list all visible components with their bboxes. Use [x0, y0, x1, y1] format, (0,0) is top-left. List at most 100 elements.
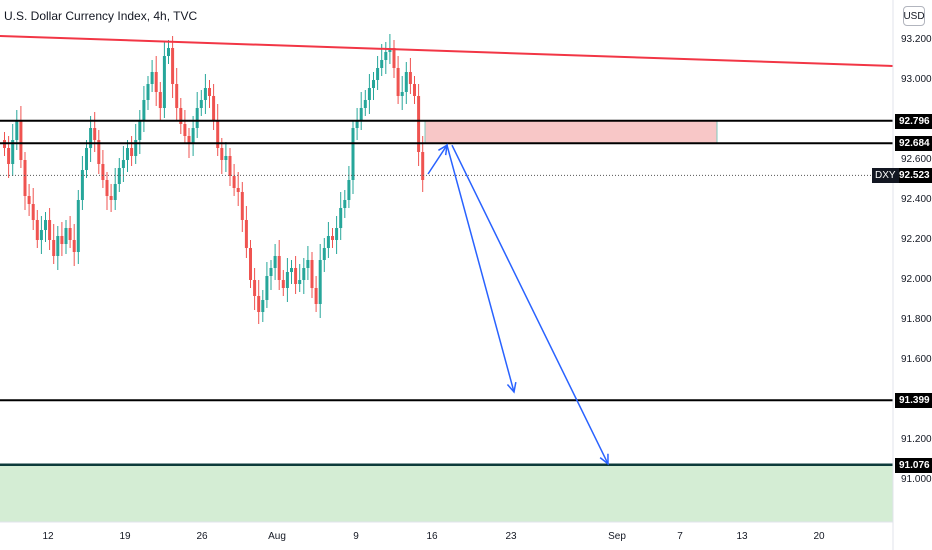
- candle-body: [310, 260, 314, 288]
- candle-body: [150, 72, 154, 84]
- candle-body: [85, 148, 88, 170]
- candle-body: [72, 240, 76, 252]
- time-tick: 26: [196, 531, 208, 542]
- candle-body: [19, 120, 23, 160]
- price-tick: 93.200: [901, 34, 932, 45]
- candle-body: [130, 148, 134, 156]
- currency-button[interactable]: USD: [903, 6, 925, 26]
- candle-body: [39, 230, 43, 240]
- time-tick: 16: [426, 531, 438, 542]
- candle-body: [126, 148, 129, 160]
- candle-body: [249, 248, 252, 280]
- candle-body: [392, 48, 396, 68]
- time-tick: Sep: [608, 531, 626, 542]
- candle-body: [27, 196, 31, 204]
- candle-body: [343, 200, 347, 208]
- time-tick: 7: [677, 531, 683, 542]
- candle-body: [146, 84, 150, 100]
- price-tick: 91.000: [901, 474, 932, 485]
- candle-body: [212, 96, 216, 120]
- candle-body: [351, 128, 355, 180]
- symbol-tag: DXY: [872, 168, 899, 184]
- candle-body: [224, 156, 228, 160]
- supply-zone: [424, 120, 718, 144]
- candle-body: [171, 48, 175, 84]
- candle-body: [232, 176, 236, 188]
- candle-body: [52, 240, 56, 256]
- candle-body: [80, 170, 84, 200]
- time-tick: 9: [353, 531, 359, 542]
- candle-body: [195, 108, 199, 128]
- projection-arrows: [427, 143, 609, 466]
- price-tick: 92.400: [901, 194, 932, 205]
- price-tick: 92.000: [901, 274, 932, 285]
- candle-body: [302, 268, 306, 280]
- candle-body: [208, 88, 211, 96]
- candle-body: [138, 120, 142, 140]
- candle-body: [162, 56, 166, 108]
- time-tick: 23: [505, 531, 517, 542]
- candle-body: [331, 236, 334, 240]
- price-tick: 91.600: [901, 354, 932, 365]
- candle-body: [294, 268, 298, 284]
- candle-body: [15, 120, 19, 140]
- candle-body: [76, 200, 80, 252]
- candle-body: [400, 92, 404, 96]
- candle-body: [11, 140, 15, 164]
- price-tick: 92.200: [901, 234, 932, 245]
- candle-body: [421, 152, 425, 180]
- arrowhead-1a: [438, 143, 448, 156]
- candle-body: [314, 288, 318, 304]
- candle-body: [109, 196, 113, 200]
- candle-body: [48, 220, 52, 240]
- candle-body: [380, 60, 384, 68]
- candle-body: [97, 140, 101, 164]
- candle-body: [376, 68, 380, 80]
- candle-body: [265, 276, 269, 300]
- price-tick: 92.600: [901, 154, 932, 165]
- candle-body: [199, 100, 203, 108]
- candle-body: [318, 260, 322, 304]
- price-tag: 92.684: [895, 136, 932, 152]
- candle-body: [408, 72, 412, 84]
- candle-body: [191, 128, 195, 144]
- candle-body: [35, 220, 39, 240]
- candle-body: [273, 256, 277, 268]
- candle-body: [113, 184, 117, 200]
- candle-body: [203, 88, 207, 100]
- candle-body: [277, 256, 281, 280]
- arrowhead-1b: [506, 382, 517, 394]
- candle-body: [93, 128, 97, 140]
- candle-body: [228, 156, 232, 176]
- candle-body: [216, 120, 220, 148]
- candle-body: [179, 108, 183, 124]
- candle-body: [281, 280, 285, 288]
- candle-body: [31, 204, 35, 220]
- candle-body: [240, 192, 244, 220]
- price-tick: 93.000: [901, 74, 932, 85]
- candle-body: [363, 100, 367, 108]
- candle-body: [105, 180, 109, 196]
- candle-body: [183, 124, 187, 136]
- candle-body: [355, 120, 359, 128]
- candle-body: [7, 148, 11, 164]
- candle-body: [372, 80, 375, 88]
- candle-body: [290, 268, 293, 272]
- price-tick: 91.800: [901, 314, 932, 325]
- demand-zone: [0, 464, 893, 522]
- candle-body: [413, 84, 416, 96]
- candle-body: [68, 228, 72, 240]
- arrowhead-2: [599, 453, 609, 466]
- candle-body: [187, 136, 191, 144]
- time-tick: 13: [736, 531, 748, 542]
- chart-title: U.S. Dollar Currency Index, 4h, TVC: [4, 9, 198, 23]
- candle-body: [347, 180, 351, 200]
- time-tick: 19: [119, 531, 131, 542]
- candle-body: [175, 84, 179, 108]
- candle-body: [142, 100, 146, 120]
- candle-body: [253, 280, 257, 296]
- candle-body: [285, 272, 289, 288]
- zones-layer: [0, 120, 893, 522]
- candle-body: [306, 260, 310, 268]
